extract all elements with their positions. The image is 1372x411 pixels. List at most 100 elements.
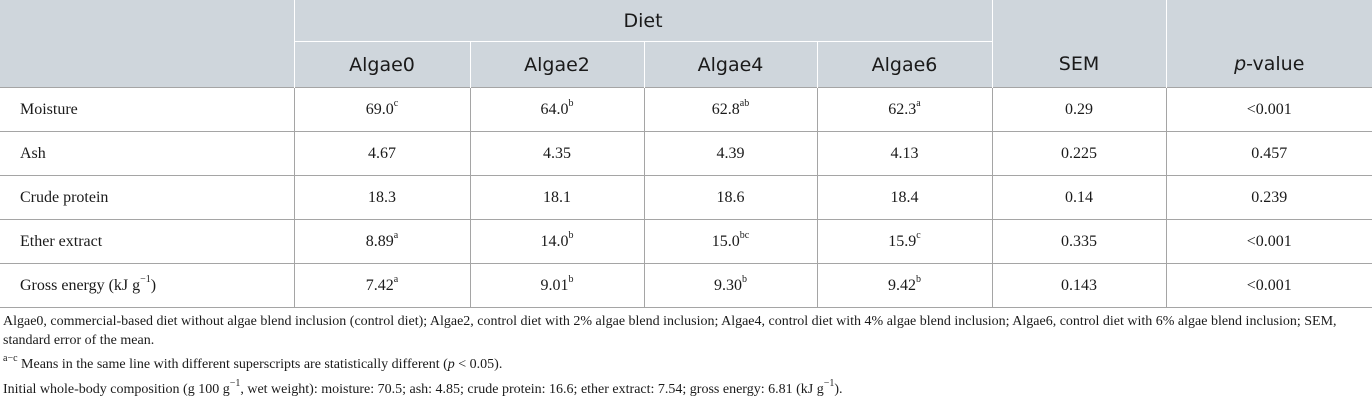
diet-group-header: Diet [293,0,992,42]
cell-value: 69.0 [365,100,394,118]
footnote-text: < 0.05). [454,357,503,372]
cell-superscript: b [568,274,574,286]
label-superscript: −1 [140,274,151,286]
cell-superscript: c [916,230,921,242]
footnote-initial-composition: Initial whole-body composition (g 100 g−… [3,378,1369,399]
header-row-group: Diet [0,0,1372,42]
p-value-cell: 0.457 [1165,131,1372,176]
header-empty-cell [0,0,294,42]
row-label: Moisture [0,87,294,132]
cell-value: 18.4 [890,188,919,206]
table-row: Crude protein 18.3 18.1 18.6 18.4 0.14 0… [0,175,1372,220]
cell-superscript: ab [739,98,750,110]
cell-value: 7.42 [365,276,394,294]
row-label-text: Ether extract [20,232,103,250]
row-label: Crude protein [0,175,294,220]
table-cell: 7.42a [293,263,470,308]
table-cell: 9.30b [643,263,817,308]
cell-value: 15.0 [711,232,740,250]
table-cell: 9.01b [469,263,644,308]
sem-cell: 0.335 [991,219,1166,264]
sem-cell: 0.225 [991,131,1166,176]
header-empty-cell [991,0,1166,42]
cell-superscript: b [568,230,574,242]
table-footnotes: Algae0, commercial-based diet without al… [0,308,1372,399]
row-label-text: Moisture [20,100,78,118]
table-cell: 69.0c [293,87,470,132]
footnote-p-italic: p [447,357,455,372]
cell-superscript: bc [739,230,750,242]
row-label: Gross energy (kJ g−1) [0,263,294,308]
p-value-cell: <0.001 [1165,87,1372,132]
column-header: Algae0 [293,41,470,88]
p-value-rest: -value [1246,53,1305,76]
table-cell: 15.9c [816,219,992,264]
header-empty-cell [1165,0,1372,42]
p-value-cell: 0.239 [1165,175,1372,220]
footnote-text: ). [834,382,843,397]
table-cell: 4.39 [643,131,817,176]
table-container: Diet Algae0 Algae2 Algae4 Algae6 SEM p-v… [0,0,1372,399]
table-cell: 4.13 [816,131,992,176]
footnote-superscripts: a−c Means in the same line with differen… [3,353,1369,374]
table-row: Gross energy (kJ g−1) 7.42a 9.01b 9.30b … [0,263,1372,308]
table-cell: 18.1 [469,175,644,220]
cell-value: 62.8 [711,100,740,118]
column-header: Algae6 [816,41,992,88]
table-cell: 4.35 [469,131,644,176]
table-row: Ash 4.67 4.35 4.39 4.13 0.225 0.457 [0,131,1372,176]
cell-value: 18.3 [368,188,396,206]
cell-superscript: c [393,98,399,110]
row-label: Ether extract [0,219,294,264]
footnote-superscript: −1 [229,378,241,390]
row-label-text: Gross energy (kJ g [20,276,141,294]
cell-value: 18.1 [543,188,571,206]
column-header: Algae4 [643,41,817,88]
row-label-suffix: ) [150,276,157,294]
sem-cell: 0.14 [991,175,1166,220]
table-cell: 4.67 [293,131,470,176]
composition-table: Diet Algae0 Algae2 Algae4 Algae6 SEM p-v… [0,0,1372,308]
cell-superscript: b [742,274,747,286]
footnote-superscript: −1 [823,378,835,390]
row-label-text: Ash [20,144,46,162]
cell-value: 62.3 [888,100,917,118]
table-cell: 9.42b [816,263,992,308]
cell-superscript: a [393,230,399,242]
cell-value: 9.01 [540,276,569,294]
cell-value: 4.39 [716,144,745,162]
table-cell: 62.8ab [643,87,817,132]
p-value-cell: <0.001 [1165,263,1372,308]
header-row-columns: Algae0 Algae2 Algae4 Algae6 SEM p-value [0,41,1372,88]
header-empty-cell [0,41,294,88]
footnote-text: , wet weight): moisture: 70.5; ash: 4.85… [240,382,824,397]
sem-header: SEM [991,41,1166,88]
cell-superscript: a [393,274,399,286]
footnote-text: Means in the same line with different su… [17,357,448,372]
cell-value: 4.35 [543,144,571,162]
cell-value: 9.42 [888,276,916,294]
table-cell: 18.4 [816,175,992,220]
p-italic: p [1234,53,1247,76]
table-cell: 18.6 [643,175,817,220]
sem-cell: 0.29 [991,87,1166,132]
cell-value: 4.13 [890,144,919,162]
footnote-mark: a−c [3,353,18,365]
table-row: Ether extract 8.89a 14.0b 15.0bc 15.9c 0… [0,219,1372,264]
cell-superscript: b [916,274,921,286]
cell-value: 18.6 [716,188,745,206]
table-cell: 18.3 [293,175,470,220]
table-cell: 15.0bc [643,219,817,264]
cell-value: 64.0 [540,100,569,118]
cell-superscript: a [916,98,921,110]
p-value-cell: <0.001 [1165,219,1372,264]
cell-value: 8.89 [365,232,394,250]
table-cell: 8.89a [293,219,470,264]
footnote-abbreviations: Algae0, commercial-based diet without al… [3,314,1337,348]
p-value-header: p-value [1165,41,1372,88]
table-row: Moisture 69.0c 64.0b 62.8ab 62.3a 0.29 <… [0,87,1372,132]
sem-cell: 0.143 [991,263,1166,308]
cell-value: 14.0 [540,232,569,250]
cell-value: 4.67 [368,144,396,162]
cell-superscript: b [568,98,574,110]
